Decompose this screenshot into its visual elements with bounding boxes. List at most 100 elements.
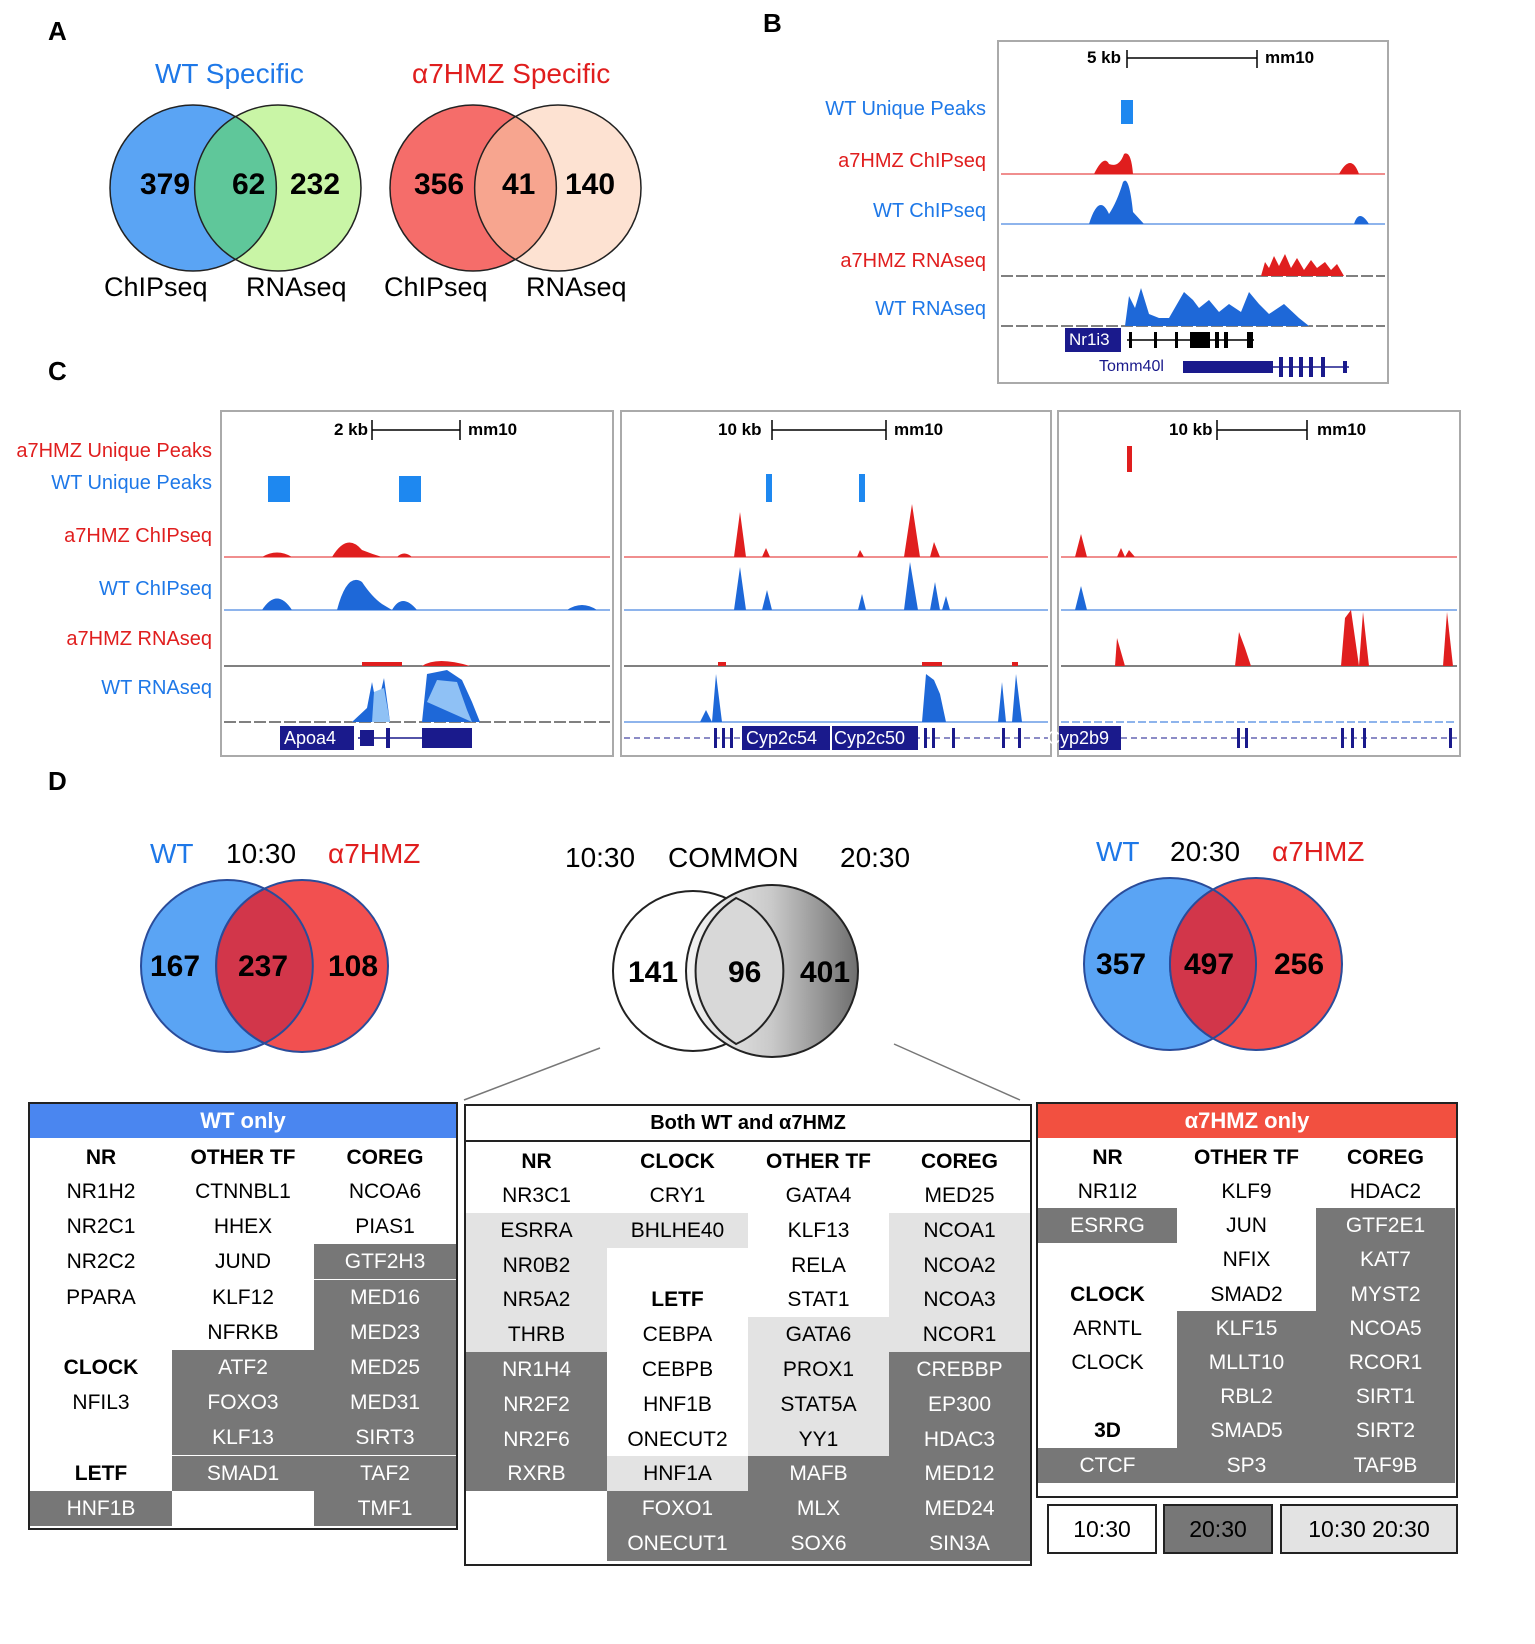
table-cell: MED23 [314,1314,456,1350]
d-v3-mid: 497 [1184,948,1235,981]
table-cell: SIN3A [889,1526,1030,1561]
table-hmz-only: α7HMZ only NR OTHER TF COREG NR1I2 ESRRG CLOC… [1036,1102,1458,1498]
table-cell: MED12 [889,1456,1030,1492]
c3-scale-label: 10 kb [1169,420,1213,439]
table-cell: CLOCK [1070,1282,1145,1306]
table-cell: HNF1A [607,1456,748,1492]
hmz-specific-venn [389,104,642,272]
c2-genome-label: mm10 [894,420,944,439]
c-track-hmz-rna: a7HMZ RNAseq [66,628,212,650]
c-track-hmz-peaks: a7HMZ Unique Peaks [16,440,212,462]
table-cell: NCOR1 [889,1317,1030,1353]
table-cell: RELA [791,1253,846,1277]
table-cell: MED25 [314,1350,456,1385]
d-venn-2030 [1083,877,1343,1051]
d-venn-common [612,884,859,1058]
table-cell [466,1491,607,1526]
table-cell: CREBBP [889,1352,1030,1387]
d-v2-left: 141 [628,956,679,989]
table-cell: PPARA [66,1285,136,1309]
venn-a1-label-rna: RNAseq [246,272,347,302]
b-scale-label: 5 kb [1087,48,1122,67]
table-cell: SIRT3 [314,1420,456,1456]
table-wt-only: WT only NR OTHER TF COREG NR1H2 NR2C1 NR2C2 PP… [28,1102,458,1530]
t1-col-header: COREG [346,1146,424,1169]
table-cell: ARNTL [1073,1316,1142,1340]
d-v2-common: COMMON [668,842,799,873]
b-gene-nr1i3: Nr1i3 [1069,330,1110,349]
table-wt-only-title: WT only [30,1104,456,1138]
table-cell: NFRKB [207,1320,279,1344]
panel-label-a: A [48,16,67,46]
table-cell: KAT7 [1316,1242,1455,1278]
table-cell: BHLHE40 [607,1212,748,1248]
table-cell: NFIX [1222,1248,1271,1272]
table-cell: SMAD2 [1210,1282,1283,1306]
d-v1-right: 108 [328,950,379,983]
c3-genome-label: mm10 [1317,420,1367,439]
legend-both-times: 10:30 20:30 [1280,1504,1458,1554]
table-cell: SP3 [1177,1447,1316,1483]
panel-label-d: D [48,766,67,796]
b-track-wt-peaks: WT Unique Peaks [825,98,986,120]
table-cell: ESRRG [1038,1208,1177,1244]
t2-col-header: OTHER TF [766,1150,871,1173]
table-cell: MYST2 [1316,1276,1455,1312]
venn-a1-mid: 62 [232,168,266,201]
table-cell: FOXO1 [607,1491,748,1527]
table-cell: THRB [466,1317,607,1353]
table-cell: NR3C1 [502,1184,571,1207]
table-cell: RXRB [466,1456,607,1492]
c2-gene-cyp2c50: Cyp2c50 [834,728,906,748]
venn-a2-left: 356 [414,168,465,201]
d-v3-wt: WT [1096,836,1140,867]
table-cell: CTCF [1038,1447,1177,1483]
d-v1-mid: 237 [238,950,289,983]
table-cell: SOX6 [748,1526,889,1561]
venn-a1-left: 379 [140,168,191,201]
table-cell: CLOCK [1071,1351,1144,1374]
d-v1-hmz: α7HMZ [328,838,421,869]
t2-col-header: COREG [920,1150,998,1173]
venn-a2-label-chip: ChIPseq [384,272,488,302]
table-cell: GTF2E1 [1316,1208,1455,1244]
t1-col-header: NR [85,1146,117,1169]
table-cell: MED25 [924,1184,995,1207]
table-cell: SMAD1 [172,1455,314,1491]
table-cell [607,1248,748,1283]
table-cell: NR0B2 [466,1247,607,1283]
legend-1030: 10:30 [1047,1504,1157,1554]
table-cell: NCOA6 [348,1180,422,1203]
table-cell: CRY1 [649,1184,706,1207]
table-both: Both WT and α7HMZ NR CLOCK OTHER TF COREG NR… [464,1104,1032,1566]
d-v3-hmz: α7HMZ [1272,836,1365,867]
d-v1-time: 10:30 [226,838,297,869]
table-cell: ATF2 [172,1350,314,1385]
wt-specific-title: WT Specific [155,58,304,89]
c-track-wt-peaks: WT Unique Peaks [51,472,212,494]
table-cell: SMAD5 [1177,1413,1316,1449]
t3-col-header: NR [1092,1146,1123,1169]
c1-gene-apoa4: Apoa4 [284,728,337,748]
table-cell: MLX [748,1491,889,1527]
table-cell: RBL2 [1177,1379,1316,1415]
d-v2-mid: 96 [728,956,762,989]
table-cell: GATA6 [748,1317,889,1353]
c-track-wt-rna: WT RNAseq [101,677,212,699]
table-cell: NFIL3 [72,1391,130,1415]
table-cell: YY1 [748,1421,889,1457]
table-cell: NR2C1 [66,1215,136,1239]
d-venn-1030 [140,879,389,1053]
table-cell: HNF1B [30,1490,172,1526]
table-cell: NCOA2 [889,1247,1030,1283]
table-cell: ONECUT1 [607,1526,748,1561]
table-cell: MED31 [314,1385,456,1421]
browser-c3: 10 kb mm10 Cyp2b9 [1047,410,1461,757]
table-cell: SIRT1 [1316,1379,1455,1415]
table-cell: CTNNBL1 [195,1180,291,1203]
c2-scale-label: 10 kb [718,420,762,439]
d-v3-time: 20:30 [1170,836,1241,867]
b-track-hmz-chip: a7HMZ ChIPseq [838,150,986,172]
t1-col-header: OTHER TF [190,1146,296,1169]
table-cell: KLF13 [172,1420,314,1456]
